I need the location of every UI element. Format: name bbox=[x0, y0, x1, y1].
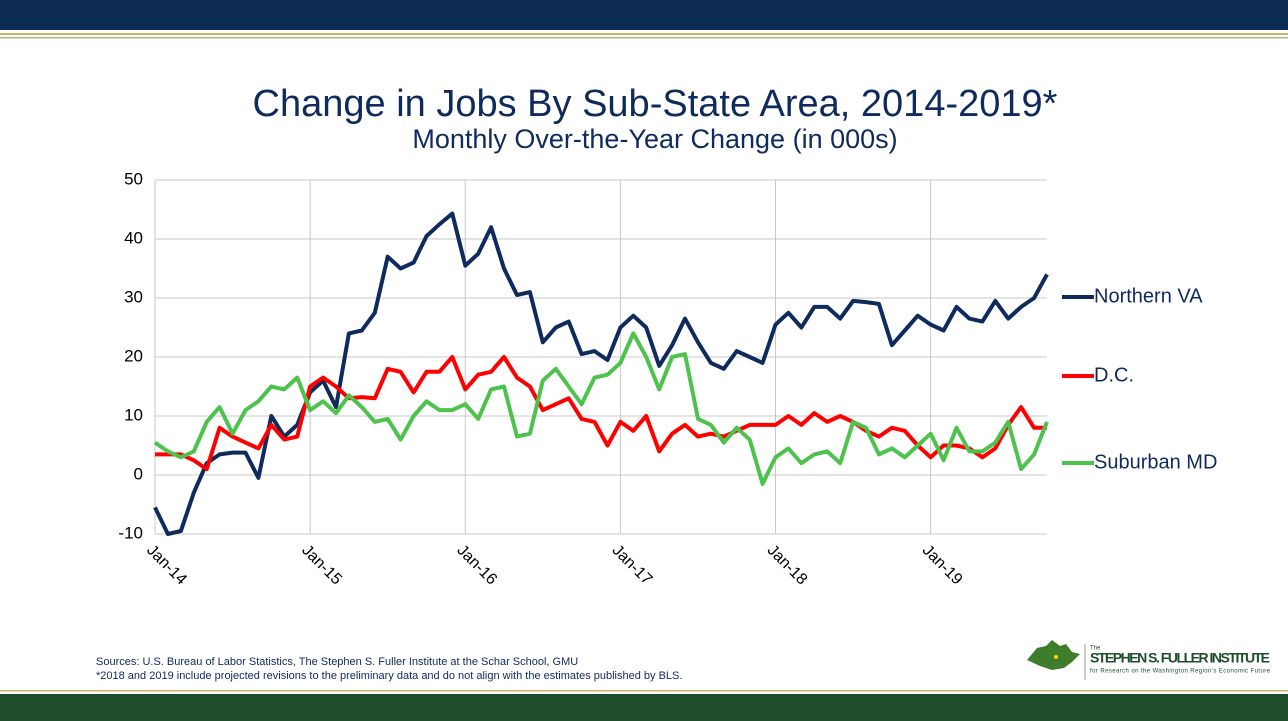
sources: Sources: U.S. Bureau of Labor Statistics… bbox=[96, 656, 578, 668]
series-line bbox=[153, 211, 1049, 536]
x-tick-label: Jan-14 bbox=[143, 542, 190, 589]
series-line bbox=[153, 331, 1049, 486]
legend-label: Suburban MD bbox=[1094, 451, 1217, 473]
top-rule bbox=[0, 37, 1288, 39]
footnote: *2018 and 2019 include projected revisio… bbox=[96, 670, 682, 682]
y-tick-label: 40 bbox=[124, 228, 143, 247]
top-rule bbox=[0, 33, 1288, 35]
y-tick-label: 0 bbox=[134, 464, 143, 483]
y-tick-label: 10 bbox=[124, 405, 143, 424]
bottom-rule bbox=[0, 690, 1288, 692]
logo-map bbox=[1027, 640, 1080, 670]
y-tick-label: 30 bbox=[124, 287, 143, 306]
series-line bbox=[155, 355, 1047, 472]
bottom-bar bbox=[0, 694, 1288, 721]
logo-dot bbox=[1054, 655, 1058, 659]
legend-label: Northern VA bbox=[1094, 285, 1203, 307]
logo-name: STEPHEN S. FULLER INSTITUTE bbox=[1090, 650, 1270, 666]
x-tick-label: Jan-18 bbox=[764, 542, 811, 589]
logo-tagline: for Research on the Washington Region's … bbox=[1090, 669, 1271, 675]
chart-title: Change in Jobs By Sub-State Area, 2014-2… bbox=[253, 83, 1058, 125]
x-tick-label: Jan-16 bbox=[453, 542, 500, 589]
x-tick-label: Jan-19 bbox=[919, 542, 966, 589]
chart-subtitle: Monthly Over-the-Year Change (in 000s) bbox=[412, 124, 897, 154]
top-bar bbox=[0, 0, 1288, 30]
y-tick-label: 50 bbox=[124, 169, 143, 188]
x-tick-label: Jan-17 bbox=[609, 542, 656, 589]
x-tick-label: Jan-15 bbox=[298, 542, 345, 589]
legend-label: D.C. bbox=[1094, 364, 1134, 386]
logo-prefix: The bbox=[1090, 646, 1101, 652]
y-tick-label: 20 bbox=[124, 346, 143, 365]
y-tick-label: -10 bbox=[118, 523, 143, 542]
